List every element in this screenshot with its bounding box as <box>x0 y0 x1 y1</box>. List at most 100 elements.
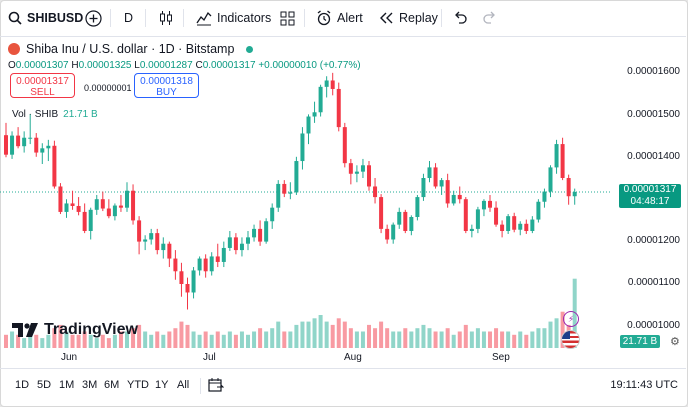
alert-label: Alert <box>337 11 363 25</box>
chart-type-button[interactable] <box>158 0 174 36</box>
buy-label: BUY <box>156 87 177 98</box>
candle-body <box>421 178 426 198</box>
range-all[interactable]: All <box>177 379 190 391</box>
buy-button[interactable]: 0.00001318 BUY <box>134 73 199 98</box>
alert-button[interactable]: Alert <box>316 0 363 36</box>
candle-body <box>306 116 311 134</box>
candle-body <box>572 191 577 197</box>
volume-bar <box>70 334 75 348</box>
candle-body <box>167 243 172 259</box>
volume-bar <box>22 338 27 348</box>
interval-button[interactable]: D <box>124 0 133 36</box>
symbol-search-button[interactable]: SHIBUSD <box>8 0 83 36</box>
flag-icon[interactable] <box>561 330 580 349</box>
volume-bar <box>106 338 111 348</box>
volume-bar <box>469 331 474 348</box>
range-1d[interactable]: 1D <box>15 379 30 391</box>
range-ytd[interactable]: YTD <box>127 379 149 391</box>
candle-body <box>560 144 565 178</box>
candle-body <box>246 237 250 244</box>
candle-body <box>155 233 160 251</box>
candle-body <box>566 178 571 197</box>
candle-body <box>481 200 486 210</box>
flash-icon[interactable]: ⚡ <box>563 311 579 327</box>
volume-bar <box>221 334 226 348</box>
time-label: Jun <box>61 352 78 363</box>
range-6m[interactable]: 6M <box>104 379 120 391</box>
price-label: 0.00001400 <box>627 151 680 162</box>
volume-legend[interactable]: Vol · SHIB 21.71 B <box>12 109 98 120</box>
volume-bar <box>379 321 384 348</box>
candle-body <box>239 243 244 251</box>
candle-body <box>258 228 263 242</box>
symbol-legend[interactable]: Shiba Inu / U.S. dollar · 1D · Bitstamp <box>8 42 254 56</box>
range-5d[interactable]: 5D <box>37 379 52 391</box>
indicators-label: Indicators <box>217 11 272 25</box>
undo-icon <box>453 11 467 25</box>
volume-bar <box>252 331 257 348</box>
volume-bar <box>82 331 87 348</box>
utc-clock[interactable]: 19:11:43 UTC <box>610 379 678 391</box>
layout-button[interactable] <box>280 0 295 36</box>
volume-bar <box>40 338 45 348</box>
candle-body <box>439 180 444 187</box>
volume-bar <box>203 331 208 348</box>
volume-bar <box>336 318 341 348</box>
candle-body <box>209 256 214 272</box>
indicators-icon <box>196 10 212 26</box>
candle-body <box>391 224 396 240</box>
gear-icon[interactable]: ⚙ <box>670 336 680 348</box>
buy-price: 0.00001318 <box>140 76 193 87</box>
tradingview-logo[interactable]: TradingView <box>12 321 138 339</box>
candle-body <box>373 186 378 198</box>
add-symbol-button[interactable] <box>85 0 102 36</box>
volume-bar <box>373 328 378 348</box>
volume-bar <box>4 334 8 348</box>
volume-bar <box>445 328 450 348</box>
volume-bar <box>397 331 402 348</box>
candle-body <box>342 127 347 164</box>
undo-button[interactable] <box>453 0 467 36</box>
range-3m[interactable]: 3M <box>82 379 98 391</box>
candle-body <box>300 133 305 162</box>
volume-bar <box>542 328 547 348</box>
candle-body <box>542 191 547 202</box>
range-1m[interactable]: 1M <box>59 379 75 391</box>
volume-value: 21.71 B <box>63 109 98 120</box>
volume-bar <box>475 328 480 348</box>
price-chart[interactable] <box>0 36 612 348</box>
volume-bar <box>233 334 238 348</box>
volume-bar <box>258 328 263 348</box>
candle-body <box>34 137 39 153</box>
candle-body <box>191 270 196 293</box>
candle-body <box>312 112 317 117</box>
replay-label: Replay <box>399 11 438 25</box>
candle-body <box>324 80 329 87</box>
price-axis[interactable]: 0.00001600 0.00001500 0.00001400 0.00001… <box>612 36 686 348</box>
indicators-button[interactable]: Indicators <box>196 0 271 36</box>
candle-body <box>131 190 136 221</box>
market-status-icon <box>246 45 254 53</box>
volume-bar <box>506 331 511 348</box>
volume-bar <box>215 331 220 348</box>
candle-body <box>203 258 208 272</box>
candle-body <box>46 145 51 149</box>
date-range-icon[interactable] <box>208 377 225 398</box>
volume-bar <box>276 321 281 348</box>
range-1y[interactable]: 1Y <box>155 379 169 391</box>
candle-body <box>512 216 517 230</box>
open-label: O <box>8 60 16 71</box>
volume-bar <box>167 331 172 348</box>
sell-button[interactable]: 0.00001317 SELL <box>10 73 75 98</box>
candle-body <box>348 163 353 174</box>
replay-button[interactable]: Replay <box>378 0 438 36</box>
volume-bar <box>554 318 559 348</box>
candle-body <box>451 194 456 204</box>
candle-body <box>506 216 511 231</box>
change-value: +0.00000010 (+0.77%) <box>258 60 361 71</box>
volume-bar <box>330 324 335 348</box>
volume-bar <box>209 334 214 348</box>
volume-bar <box>94 338 99 348</box>
redo-button[interactable] <box>483 0 497 36</box>
volume-bar <box>494 328 499 348</box>
